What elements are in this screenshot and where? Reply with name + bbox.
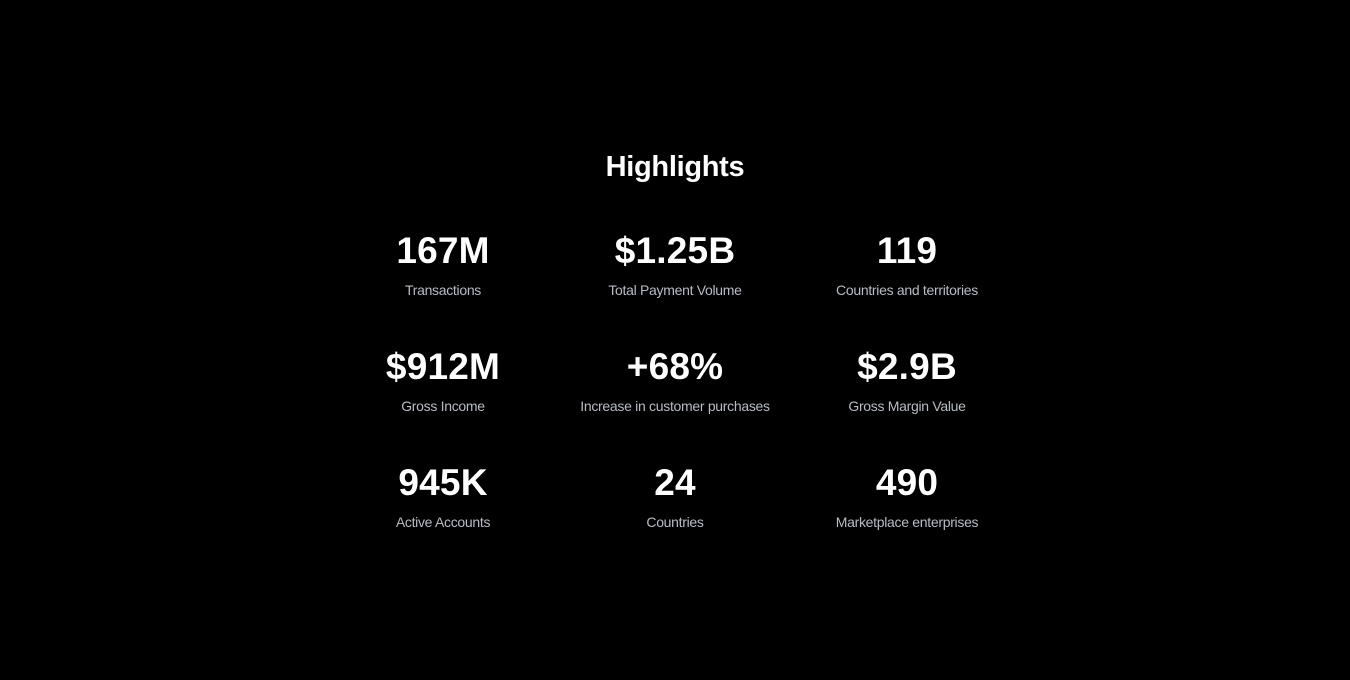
stat-value: $1.25B [614,230,736,271]
stat-label: Active Accounts [395,514,491,530]
stat-value: $912M [385,346,501,387]
stat-active-accounts: 945K Active Accounts [327,460,559,576]
stat-customer-purchases-increase: +68% Increase in customer purchases [559,344,791,460]
stat-transactions: 167M Transactions [327,228,559,344]
stat-label: Transactions [404,282,482,298]
stat-label: Gross Margin Value [848,398,966,414]
stat-label: Total Payment Volume [608,282,742,298]
stat-value: 167M [396,230,490,271]
stat-total-payment-volume: $1.25B Total Payment Volume [559,228,791,344]
stat-label: Increase in customer purchases [580,398,770,414]
stat-value: 490 [875,462,939,503]
stat-gross-margin-value: $2.9B Gross Margin Value [791,344,1023,460]
stat-countries: 24 Countries [559,460,791,576]
stats-grid: 167M Transactions $1.25B Total Payment V… [327,228,1023,576]
stat-countries-and-territories: 119 Countries and territories [791,228,1023,344]
stat-value: +68% [626,346,724,387]
stat-label: Countries [646,514,704,530]
stat-value: 24 [654,462,696,503]
stat-marketplace-enterprises: 490 Marketplace enterprises [791,460,1023,576]
stat-value: $2.9B [857,346,957,387]
stat-value: 945K [398,462,488,503]
stat-label: Gross Income [401,398,485,414]
stat-gross-income: $912M Gross Income [327,344,559,460]
stat-label: Marketplace enterprises [835,514,979,530]
stat-value: 119 [876,230,938,271]
highlights-title: Highlights [605,151,745,183]
stat-label: Countries and territories [836,282,978,298]
